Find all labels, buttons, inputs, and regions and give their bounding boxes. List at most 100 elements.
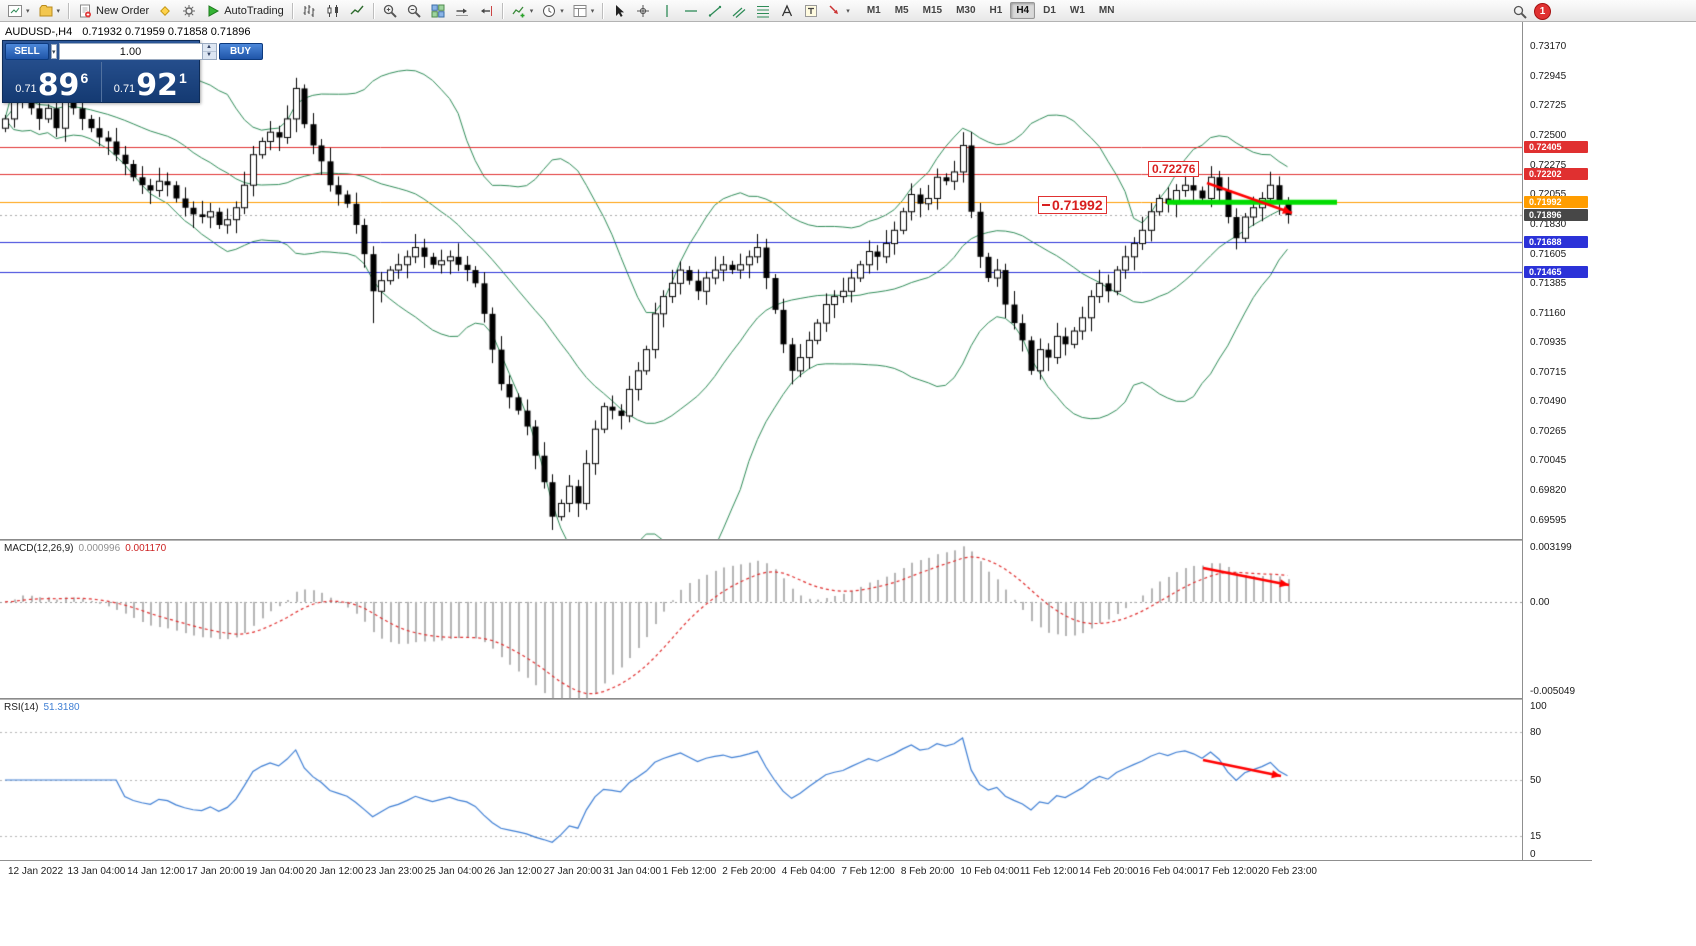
volume-input[interactable] <box>59 44 202 59</box>
fibonacci-button[interactable] <box>751 0 775 21</box>
cursor-button[interactable] <box>607 0 631 21</box>
chart-shift-icon <box>478 3 494 19</box>
candlestick-chart-icon <box>325 3 341 19</box>
price-level-label: 0.72405 <box>1524 141 1588 154</box>
timeframe-M1[interactable]: M1 <box>866 5 881 16</box>
line-chart-button[interactable] <box>345 0 369 21</box>
order-type-dropdown[interactable]: ▾ <box>51 44 57 59</box>
price-tick: 0.72945 <box>1530 70 1567 82</box>
chevron-down-icon: ▾ <box>590 7 595 15</box>
trendline-button[interactable] <box>703 0 727 21</box>
vertical-line-button[interactable] <box>655 0 679 21</box>
rsi-axis-tick: 100 <box>1530 701 1547 712</box>
equidistant-channel-button[interactable] <box>727 0 751 21</box>
bar-chart-button[interactable] <box>297 0 321 21</box>
oct-controls-row: SELL ▾ ▲ ▼ BUY <box>3 41 263 62</box>
trendline-icon <box>707 3 723 19</box>
chart-ohlc: 0.71932 0.71959 0.71858 0.71896 <box>82 26 251 38</box>
equidistant-channel-icon <box>731 3 747 19</box>
zoom-out-icon <box>406 3 422 19</box>
sell-price-big: 89 <box>37 68 80 103</box>
time-label: 14 Jan 12:00 <box>127 866 185 877</box>
new-order-icon <box>77 3 93 19</box>
volume-decrease-button[interactable]: ▼ <box>202 51 216 59</box>
time-label: 23 Jan 23:00 <box>365 866 423 877</box>
zoom-in-button[interactable] <box>378 0 402 21</box>
profiles-icon <box>38 3 54 19</box>
buy-price[interactable]: 0.71 92 1 <box>102 62 200 102</box>
rsi-canvas[interactable] <box>0 700 1522 860</box>
oct-divider <box>100 62 102 102</box>
price-annotation[interactable]: 0.72276 <box>1148 161 1200 177</box>
price-annotation[interactable]: 0.71992 <box>1038 196 1107 214</box>
indicators-button[interactable]: ▾ <box>507 0 538 21</box>
price-axis[interactable]: 0.73170 0.72945 0.72725 0.72500 0.72275 0.720… <box>1522 22 1593 884</box>
zoom-in-icon <box>382 3 398 19</box>
chart-shift-button[interactable] <box>474 0 498 21</box>
candlestick-chart-button[interactable] <box>321 0 345 21</box>
price-tick: 0.71830 <box>1530 218 1567 230</box>
main-chart-canvas[interactable] <box>0 22 1522 539</box>
tile-windows-button[interactable] <box>426 0 450 21</box>
search-icon[interactable] <box>1512 4 1528 20</box>
profiles-button[interactable]: ▾ <box>34 0 65 21</box>
toolbar-separator <box>291 2 293 19</box>
text-button[interactable] <box>775 0 799 21</box>
text-label-icon <box>803 3 819 19</box>
time-label: 4 Feb 04:00 <box>781 866 836 877</box>
timeframe-M30[interactable]: M30 <box>956 5 976 16</box>
pane-separator[interactable] <box>0 539 1592 541</box>
autotrading-button[interactable]: AutoTrading <box>201 0 288 21</box>
toolbar-separator <box>501 2 503 19</box>
buy-button[interactable]: BUY <box>218 43 263 60</box>
price-tick: 0.70715 <box>1530 366 1567 378</box>
timeframe-M15[interactable]: M15 <box>922 5 943 16</box>
indicators-icon <box>511 3 527 19</box>
time-label: 14 Feb 20:00 <box>1079 866 1139 877</box>
new-chart-button[interactable]: ▾ <box>3 0 34 21</box>
volume-spinner: ▲ ▼ <box>201 44 216 59</box>
pane-separator[interactable] <box>0 698 1592 700</box>
annotation-text: 0.72276 <box>1152 162 1196 176</box>
arrows-button[interactable]: ▾ <box>823 0 854 21</box>
timeframe-D1[interactable]: D1 <box>1043 5 1056 16</box>
timeframe-H1[interactable]: H1 <box>989 5 1003 16</box>
rsi-name: RSI(14) <box>4 702 39 713</box>
options-button[interactable] <box>177 0 201 21</box>
price-level-label: 0.71688 <box>1524 236 1588 249</box>
price-tick: 0.71605 <box>1530 248 1567 260</box>
timeframe-MN[interactable]: MN <box>1098 5 1115 16</box>
vertical-line-icon <box>659 3 675 19</box>
price-tick: 0.72275 <box>1530 159 1567 171</box>
notification-badge[interactable]: 1 <box>1534 3 1551 20</box>
timeframe-H4[interactable]: H4 <box>1010 2 1036 19</box>
toolbar-separator <box>68 2 70 19</box>
text-label-button[interactable] <box>799 0 823 21</box>
metaeditor-button[interactable] <box>153 0 177 21</box>
rsi-axis-tick: 80 <box>1530 727 1542 738</box>
line-chart-icon <box>349 3 365 19</box>
time-label: 31 Jan 04:00 <box>603 866 662 877</box>
volume-increase-button[interactable]: ▲ <box>202 44 216 51</box>
horizontal-line-button[interactable] <box>679 0 703 21</box>
new-order-button[interactable]: New Order <box>73 0 153 21</box>
timeframe-W1[interactable]: W1 <box>1069 5 1085 16</box>
periods-button[interactable]: ▾ <box>537 0 568 21</box>
crosshair-button[interactable] <box>631 0 655 21</box>
price-tick: 0.69595 <box>1530 515 1567 526</box>
macd-name: MACD(12,26,9) <box>4 543 74 554</box>
time-label: 25 Jan 04:00 <box>424 866 483 877</box>
templates-button[interactable]: ▾ <box>568 0 599 21</box>
sell-button[interactable]: SELL <box>5 43 49 60</box>
zoom-out-button[interactable] <box>402 0 426 21</box>
horizontal-line-icon <box>683 3 699 19</box>
time-label: 20 Feb 23:00 <box>1258 866 1317 877</box>
time-axis[interactable]: 12 Jan 2022 13 Jan 04:00 14 Jan 12:00 17 Ja… <box>0 860 1592 885</box>
macd-signal-value: 0.001170 <box>125 543 167 554</box>
price-tick: 0.71160 <box>1530 307 1566 319</box>
auto-scroll-button[interactable] <box>450 0 474 21</box>
price-level-label: 0.71896 <box>1524 208 1588 221</box>
macd-canvas[interactable] <box>0 541 1522 698</box>
timeframe-M5[interactable]: M5 <box>894 5 909 16</box>
sell-price[interactable]: 0.71 89 6 <box>3 62 101 102</box>
